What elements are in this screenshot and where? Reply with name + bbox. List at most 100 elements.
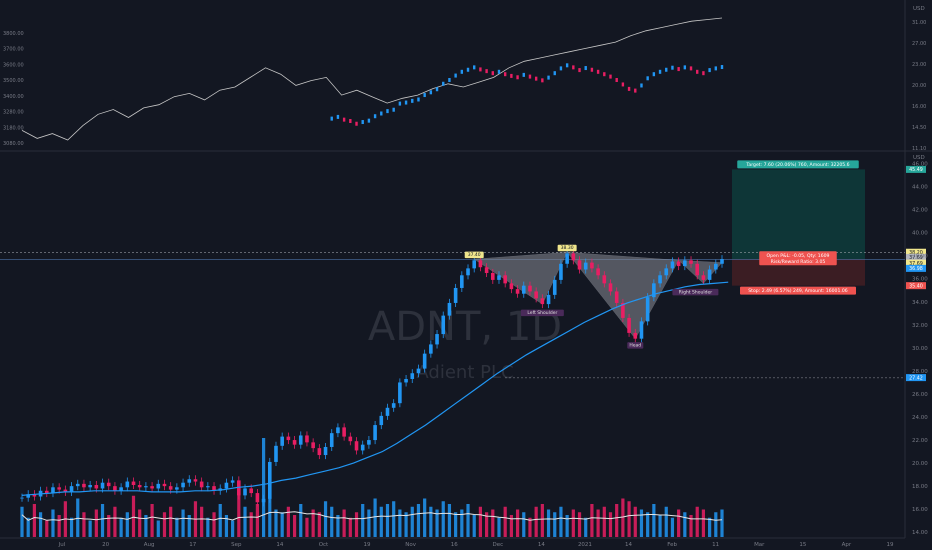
candle-body <box>391 403 396 408</box>
candle-body <box>460 275 464 288</box>
candle-body <box>552 279 557 295</box>
volume-bar <box>26 517 30 537</box>
candle-body <box>404 378 408 383</box>
index-candle <box>342 117 346 122</box>
index-candle <box>634 88 637 93</box>
candle-body <box>478 260 483 268</box>
index-candle <box>652 72 656 77</box>
x-tick-label: 14 <box>538 542 545 548</box>
candle-body <box>144 486 148 488</box>
y-tick-label: 26.00 <box>912 392 928 398</box>
index-candle <box>336 114 340 119</box>
y-tick-label: 34.00 <box>912 300 928 306</box>
candle-body <box>82 483 86 488</box>
volume-bar <box>82 512 86 537</box>
index-candle <box>689 66 693 71</box>
candle-body <box>131 481 136 485</box>
index-candle <box>460 69 464 74</box>
pivot-label-bg <box>557 244 577 252</box>
y-tick-label: 14.00 <box>912 530 928 536</box>
head-shoulders-pattern <box>473 252 723 340</box>
index-left-tick: 3800.00 <box>3 31 24 37</box>
volume-bar <box>571 509 575 537</box>
index-candle <box>355 121 358 126</box>
candle-body <box>249 488 254 494</box>
candle-body <box>422 353 427 369</box>
price-tag: 27.42 <box>909 375 923 381</box>
candle-body <box>503 275 507 284</box>
candle-body <box>354 441 359 451</box>
volume-bar <box>553 512 557 537</box>
volume-bar <box>503 506 507 537</box>
volume-bar <box>708 517 712 537</box>
volume-bar <box>367 509 371 537</box>
x-tick-label: Mar <box>754 542 765 548</box>
volume-bar <box>113 506 117 537</box>
x-tick-label: 2021 <box>578 542 592 548</box>
candle-body <box>156 483 161 489</box>
index-candle <box>584 66 587 71</box>
y-tick-label: 16.00 <box>912 507 928 513</box>
volume-bar <box>379 506 383 537</box>
candle-body <box>373 425 377 441</box>
candlesticks <box>20 249 724 507</box>
volume-bar <box>590 504 594 537</box>
candle-body <box>515 289 520 294</box>
stop-label: Stop: 2.49 (6.57%) 249, Amount: 16001.06 <box>748 288 848 294</box>
candle-body <box>94 484 99 489</box>
index-right-tick: 31.00 <box>912 20 926 26</box>
candle-body <box>26 494 30 498</box>
candle-body <box>701 275 706 280</box>
volume-bar <box>150 504 154 537</box>
candle-body <box>720 259 724 264</box>
candle-body <box>317 448 322 456</box>
volume-bar <box>689 515 693 537</box>
volume-bar <box>348 517 352 537</box>
x-tick-label: Jul <box>58 542 66 548</box>
volume-bar <box>546 509 551 537</box>
candle-body <box>360 444 365 451</box>
main-pane-unit: USD <box>913 155 925 161</box>
candle-body <box>51 487 55 494</box>
index-candle <box>541 78 544 83</box>
volume-bar <box>385 504 390 537</box>
price-tag-bg <box>906 264 926 272</box>
volume-bar <box>274 509 278 537</box>
volume-bar <box>429 506 433 537</box>
x-tick-label: Nov <box>405 542 416 548</box>
volume-bar <box>144 515 148 537</box>
index-pane[interactable]: 3800.00 3700.00 3600.00 3500.00 3400.00 3280.… <box>3 17 926 152</box>
candle-body <box>175 487 179 490</box>
volume-bar <box>615 504 619 537</box>
x-tick-label: 19 <box>887 542 894 548</box>
volume-bar <box>311 509 315 537</box>
index-candle <box>510 73 513 78</box>
index-candle <box>609 74 612 79</box>
index-right-tick: 23.00 <box>912 62 926 68</box>
candle-body <box>336 427 340 434</box>
volume-bar <box>714 512 718 537</box>
target-zone <box>732 169 865 260</box>
x-tick-label: 19 <box>364 542 371 548</box>
ma-line <box>21 281 729 496</box>
candle-body <box>119 487 123 491</box>
pivot-label-bg <box>464 251 484 259</box>
volume-bar <box>131 495 136 537</box>
candle-body <box>472 260 477 269</box>
index-left-tick: 3280.00 <box>3 110 24 116</box>
index-candle <box>708 68 711 73</box>
x-tick-label: Aug <box>144 542 155 548</box>
index-right-tick: 11.10 <box>912 146 926 152</box>
candle-body <box>565 253 569 264</box>
index-candle <box>491 71 494 76</box>
index-candle <box>534 76 538 81</box>
volume-bar <box>169 506 173 537</box>
candle-body <box>348 436 353 442</box>
index-candle <box>404 100 408 105</box>
index-candle <box>528 74 532 79</box>
y-tick-label: 20.00 <box>912 461 928 467</box>
volume-bar <box>175 517 179 537</box>
volume-bar <box>156 520 160 537</box>
y-tick-label: 24.00 <box>912 415 928 421</box>
